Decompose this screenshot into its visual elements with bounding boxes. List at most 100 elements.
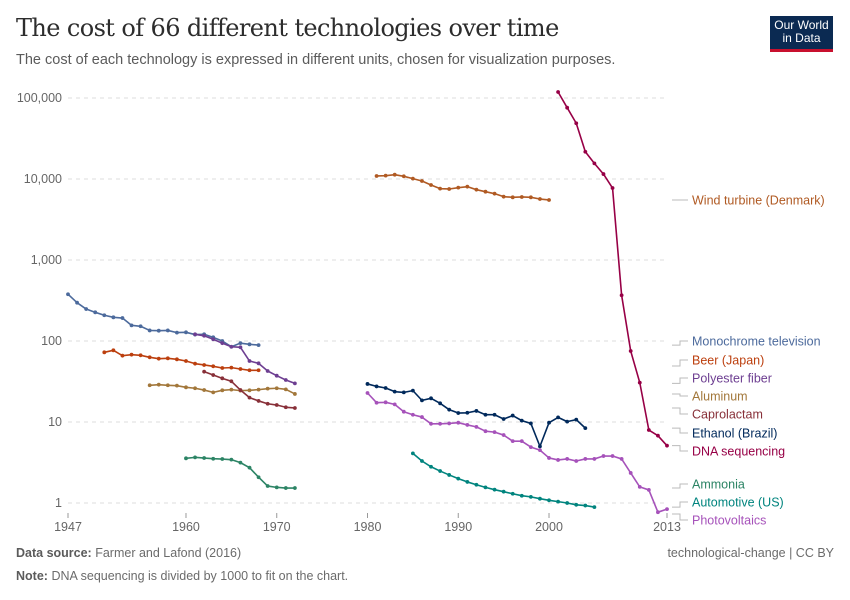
data-point	[583, 149, 588, 154]
data-point	[193, 361, 197, 366]
series-monochrome-television: Monochrome television	[66, 292, 821, 349]
label-connector	[672, 393, 688, 397]
data-point	[256, 475, 261, 480]
data-point	[556, 458, 560, 462]
x-tick-label: 2000	[535, 520, 563, 534]
data-point	[474, 409, 479, 413]
data-point	[147, 355, 152, 360]
data-point	[292, 486, 297, 490]
data-point	[483, 412, 488, 417]
data-point	[474, 424, 479, 429]
data-point	[628, 349, 633, 353]
data-point	[202, 388, 207, 392]
series-label[interactable]: Caprolactam	[692, 408, 763, 422]
data-point	[610, 186, 615, 190]
data-point	[474, 482, 479, 487]
data-point	[501, 194, 506, 199]
series-label[interactable]: Polyester fiber	[692, 372, 772, 386]
data-point	[256, 343, 261, 347]
data-point	[510, 413, 515, 418]
data-point	[592, 505, 597, 509]
series-line	[194, 333, 296, 385]
data-point	[147, 383, 152, 388]
data-point	[519, 493, 524, 498]
data-point	[456, 476, 461, 481]
series-label[interactable]: Beer (Japan)	[692, 354, 764, 368]
data-point	[383, 173, 388, 178]
owid-logo[interactable]: Our World in Data	[770, 16, 833, 52]
data-point	[184, 359, 188, 363]
series-label[interactable]: Ethanol (Brazil)	[692, 427, 777, 441]
series-label[interactable]: Monochrome television	[692, 335, 821, 349]
series-ammonia: Ammonia	[184, 455, 745, 492]
data-point	[383, 386, 388, 390]
data-point	[247, 342, 252, 347]
data-point	[456, 411, 461, 415]
series-line	[104, 349, 259, 372]
data-point	[184, 330, 188, 335]
y-tick-label: 10,000	[24, 172, 62, 186]
label-connector	[672, 501, 688, 508]
data-point	[656, 510, 660, 515]
data-point	[401, 390, 406, 395]
data-point	[229, 387, 234, 392]
data-point	[156, 328, 161, 333]
data-point	[447, 187, 452, 191]
y-tick-label: 100,000	[17, 91, 62, 105]
data-point	[211, 337, 216, 342]
data-point	[229, 457, 234, 462]
data-point	[274, 485, 279, 490]
data-point	[256, 399, 261, 403]
data-point	[156, 382, 161, 387]
label-connector	[672, 513, 688, 521]
data-point	[238, 388, 243, 392]
data-point	[238, 367, 243, 371]
data-point	[365, 382, 370, 386]
data-point	[501, 417, 506, 421]
series-label[interactable]: Aluminum	[692, 390, 748, 404]
data-point	[392, 402, 397, 407]
data-point	[429, 421, 433, 426]
data-point	[637, 485, 642, 489]
data-point	[556, 415, 560, 420]
data-point	[583, 503, 588, 508]
data-point	[510, 195, 515, 200]
series-label[interactable]: Photovoltaics	[692, 514, 766, 528]
data-point	[456, 420, 461, 425]
series-label[interactable]: Automotive (US)	[692, 496, 784, 510]
data-point	[102, 313, 107, 318]
data-point	[66, 292, 70, 297]
data-point	[283, 387, 288, 392]
license-link[interactable]: technological-change | CC BY	[667, 546, 834, 560]
data-point	[492, 487, 497, 492]
data-point	[538, 448, 542, 452]
data-point	[420, 459, 424, 463]
data-point	[129, 323, 134, 328]
data-point	[538, 496, 542, 501]
data-point	[184, 456, 188, 461]
series-label[interactable]: DNA sequencing	[692, 445, 785, 459]
series-label[interactable]: Wind turbine (Denmark)	[692, 194, 825, 208]
data-point	[292, 381, 297, 386]
data-point	[492, 430, 497, 435]
data-point	[528, 421, 533, 426]
y-tick-label: 1	[55, 496, 62, 510]
note-label: Note:	[16, 569, 48, 583]
data-point	[420, 179, 424, 183]
data-point	[220, 388, 225, 393]
data-point	[619, 457, 624, 461]
data-point	[528, 445, 533, 449]
label-connector	[672, 483, 688, 489]
data-point	[438, 186, 443, 191]
data-point	[211, 364, 216, 369]
data-point	[193, 332, 197, 337]
data-point	[656, 433, 660, 438]
data-point	[365, 391, 370, 395]
data-point	[102, 350, 107, 355]
data-point	[202, 333, 207, 338]
series-label[interactable]: Ammonia	[692, 478, 745, 492]
data-source-link[interactable]: Farmer and Lafond (2016)	[95, 546, 242, 560]
data-point	[156, 356, 161, 361]
data-point	[256, 368, 261, 373]
data-point	[147, 328, 152, 333]
